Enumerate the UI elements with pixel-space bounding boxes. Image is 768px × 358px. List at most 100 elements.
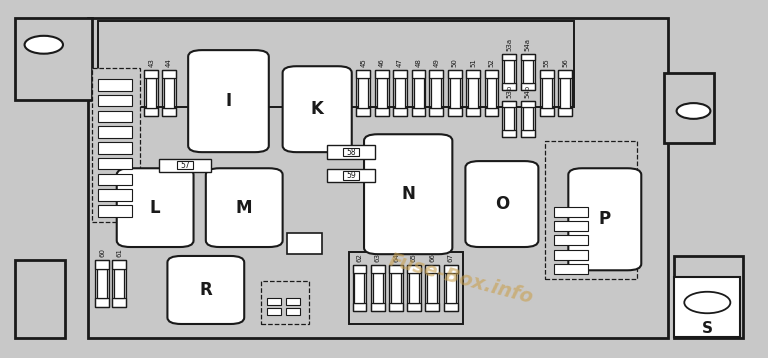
Bar [540, 70, 554, 78]
FancyBboxPatch shape [117, 168, 194, 247]
Bar [15, 260, 65, 338]
Text: 43: 43 [148, 58, 154, 67]
Bar [429, 108, 443, 116]
Bar [371, 265, 385, 273]
Bar [95, 260, 109, 307]
Bar [162, 70, 176, 78]
Bar [412, 70, 425, 116]
Bar [356, 70, 370, 78]
Bar [664, 73, 714, 143]
Text: 56: 56 [562, 58, 568, 67]
Bar [412, 70, 425, 78]
Bar [327, 145, 375, 159]
Bar [356, 70, 370, 116]
Bar [353, 265, 366, 273]
Bar [540, 70, 554, 116]
Text: 52: 52 [488, 58, 495, 67]
Bar [327, 169, 375, 182]
Bar [444, 265, 458, 311]
Text: 53a: 53a [506, 38, 512, 51]
Bar [114, 268, 124, 299]
Bar [144, 70, 158, 116]
FancyBboxPatch shape [283, 66, 352, 152]
Bar [98, 95, 132, 106]
Bar [393, 70, 407, 78]
Text: L: L [150, 199, 161, 217]
FancyBboxPatch shape [568, 168, 641, 270]
Bar [446, 273, 455, 303]
Bar [88, 18, 668, 338]
Text: 57: 57 [180, 161, 190, 170]
Text: 44: 44 [166, 58, 172, 67]
Bar [485, 70, 498, 78]
Bar [95, 260, 109, 268]
Bar [521, 101, 535, 107]
Text: I: I [226, 92, 231, 110]
Bar [349, 252, 463, 324]
Bar [554, 207, 588, 217]
Bar [428, 273, 437, 303]
Text: 46: 46 [379, 58, 385, 67]
Bar [521, 83, 535, 90]
Bar [396, 78, 405, 108]
Bar [407, 303, 421, 311]
Text: 47: 47 [397, 58, 403, 67]
Bar [432, 78, 441, 108]
Text: 54b: 54b [525, 85, 531, 98]
Bar [425, 265, 439, 311]
Bar [112, 260, 126, 307]
Bar [523, 107, 532, 130]
Bar [505, 107, 514, 130]
Bar [521, 54, 535, 60]
Bar [112, 260, 126, 268]
FancyBboxPatch shape [188, 50, 269, 152]
Bar [448, 70, 462, 116]
Bar [485, 70, 498, 116]
Bar [505, 60, 514, 83]
Bar [409, 273, 419, 303]
Bar [112, 299, 126, 307]
Bar [98, 158, 132, 169]
Bar [561, 78, 570, 108]
Bar [375, 108, 389, 116]
Bar [502, 54, 516, 90]
Bar [286, 308, 300, 315]
Bar [521, 54, 535, 90]
Bar [98, 111, 132, 122]
Bar [371, 265, 385, 311]
Bar [407, 265, 421, 273]
Text: S: S [701, 321, 713, 336]
Bar [355, 273, 364, 303]
Text: O: O [495, 195, 509, 213]
Text: 66: 66 [429, 253, 435, 262]
Bar [554, 250, 588, 260]
Bar [147, 78, 156, 108]
Bar [444, 303, 458, 311]
Bar [554, 235, 588, 245]
Bar [466, 70, 480, 116]
Bar [502, 101, 516, 137]
Bar [521, 101, 535, 137]
Bar [429, 70, 443, 78]
Bar [98, 79, 132, 91]
Bar [98, 126, 132, 138]
Text: 51: 51 [470, 58, 476, 67]
Text: 49: 49 [433, 58, 439, 67]
Bar [98, 268, 107, 299]
Bar [353, 303, 366, 311]
Bar [389, 303, 403, 311]
Bar [448, 108, 462, 116]
Text: Fuse-Box.info: Fuse-Box.info [386, 251, 535, 308]
Text: 65: 65 [411, 253, 417, 262]
Text: 50: 50 [452, 58, 458, 67]
Bar [674, 256, 743, 338]
FancyBboxPatch shape [206, 168, 283, 247]
Text: N: N [401, 185, 415, 203]
Bar [286, 298, 300, 305]
Bar [558, 70, 572, 116]
FancyBboxPatch shape [167, 256, 244, 324]
Bar [267, 308, 281, 315]
Bar [554, 264, 588, 274]
Text: 48: 48 [415, 58, 422, 67]
FancyBboxPatch shape [465, 161, 538, 247]
